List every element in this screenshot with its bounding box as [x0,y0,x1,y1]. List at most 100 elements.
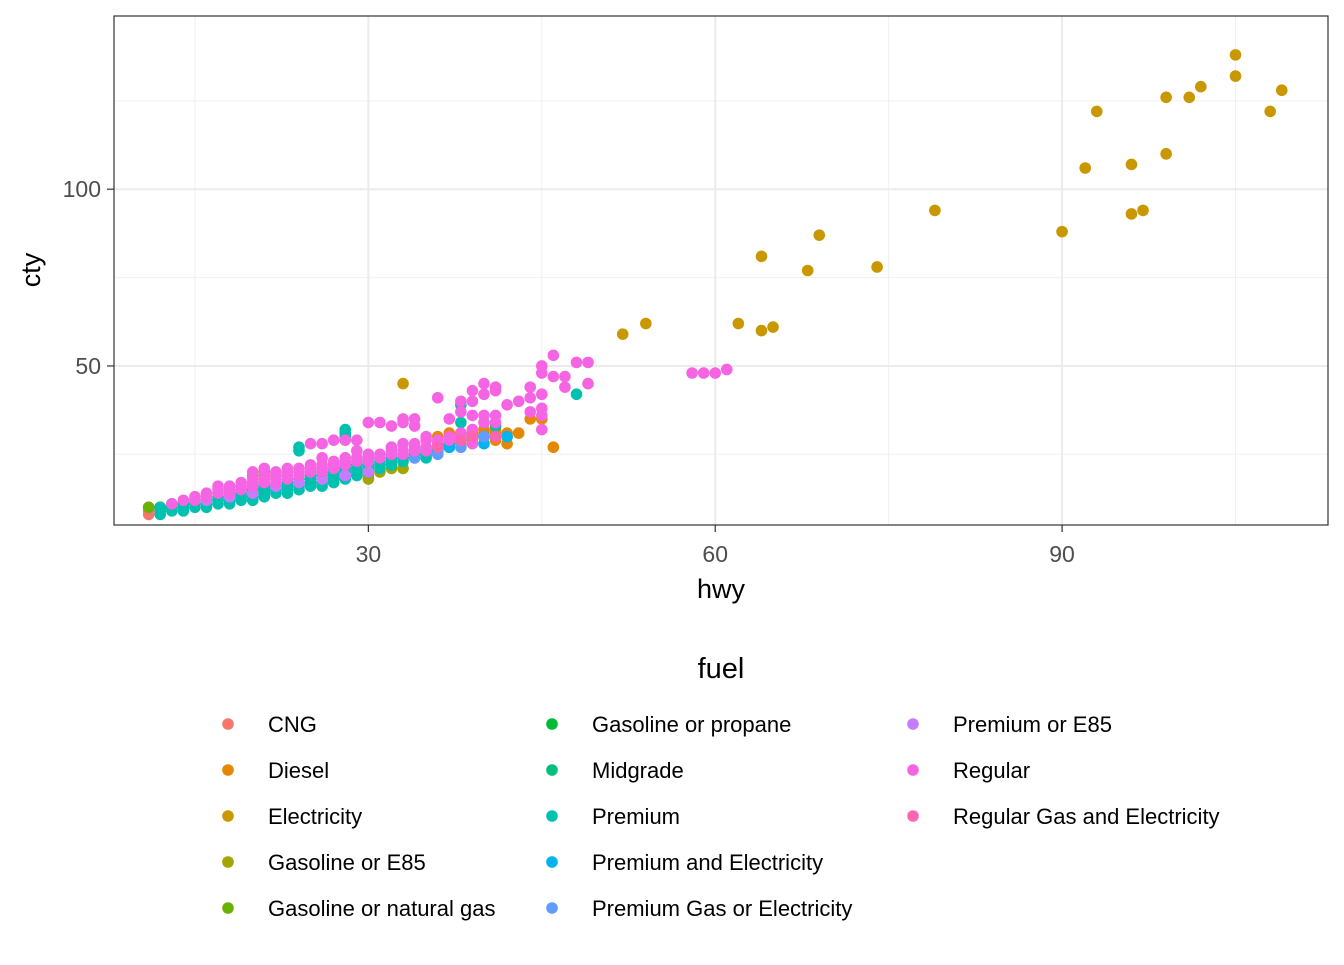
data-point [570,388,583,401]
legend-label: Gasoline or natural gas [268,896,495,921]
data-point [397,413,409,425]
data-point [1056,225,1068,238]
legend-item: Premium or E85 [907,712,1112,737]
legend-key [546,902,558,914]
data-point [455,416,467,429]
data-point [547,441,560,454]
data-point [270,466,282,478]
data-point [1125,208,1138,220]
data-point [813,229,826,241]
data-point [489,409,502,422]
legend-item: Electricity [222,804,362,829]
data-point [801,264,814,277]
legend-item: Premium Gas or Electricity [546,896,852,921]
data-points [142,49,1288,521]
data-point [755,324,768,337]
data-point [501,399,513,411]
data-point [1264,105,1276,118]
data-point [929,204,941,217]
data-point [616,328,629,340]
legend-item: Premium [546,804,680,829]
data-point [466,395,479,408]
data-point [1090,105,1103,118]
data-point [640,317,652,330]
data-point [443,430,456,443]
data-point [767,321,779,333]
data-point [582,377,594,390]
legend-key [907,718,919,730]
data-point [535,360,548,372]
data-point [339,452,352,464]
legend-label: Electricity [268,804,362,829]
data-point [431,391,444,404]
legend-key [222,810,234,822]
data-point [293,441,305,454]
data-point [1137,204,1149,217]
data-point [408,413,421,425]
data-point [755,250,768,263]
data-point [304,437,317,450]
x-axis-title: hwy [697,574,746,604]
data-point [362,448,375,461]
data-point [142,501,155,514]
data-point [397,437,409,450]
plot-panel-border [113,15,1329,526]
data-point [466,409,479,422]
legend-key [546,764,558,776]
legend-label: Premium Gas or Electricity [592,896,852,921]
data-point [466,384,479,397]
data-point [478,409,490,422]
x-tick-label: 90 [1049,541,1075,567]
data-point [304,459,317,471]
data-point [524,381,537,393]
data-point [443,413,456,425]
y-tick-label: 50 [75,353,101,379]
legend-label: Midgrade [592,758,684,783]
data-point [385,441,398,454]
legend-label: Gasoline or E85 [268,850,426,875]
data-point [1229,70,1242,82]
data-point [547,370,560,383]
data-point [154,501,167,514]
data-point [732,317,745,330]
data-point [223,480,236,492]
legend-key [222,718,234,730]
legend-item: CNG [222,712,317,737]
data-point [189,490,201,503]
data-point [535,423,548,436]
data-point [362,416,375,429]
data-point [281,462,294,475]
data-point [293,462,305,475]
legend-item: Diesel [222,758,329,783]
legend-item: Gasoline or E85 [222,850,426,875]
legend-label: Regular Gas and Electricity [953,804,1220,829]
data-point [524,391,537,404]
data-point [720,363,733,376]
data-point [1195,80,1207,93]
data-point [351,434,363,446]
data-point [1125,158,1138,171]
data-point [686,367,698,379]
x-tick-label: 60 [702,541,728,567]
legend-label: CNG [268,712,317,737]
axes: 30 60 90 50 100 [63,176,1075,567]
data-point [871,261,883,273]
data-point [478,377,490,390]
data-point [1183,91,1196,104]
data-point [1160,91,1172,104]
y-tick-label: 100 [63,176,101,202]
data-point [374,416,386,429]
data-point [177,494,190,507]
data-point [235,476,247,489]
data-point [316,452,328,464]
legend-key [222,764,234,776]
data-point [246,466,259,478]
data-point [570,356,583,369]
data-point [547,349,560,362]
data-point [362,466,375,478]
data-point [559,381,571,393]
legend-item: Premium and Electricity [546,850,823,875]
data-point [478,388,490,401]
